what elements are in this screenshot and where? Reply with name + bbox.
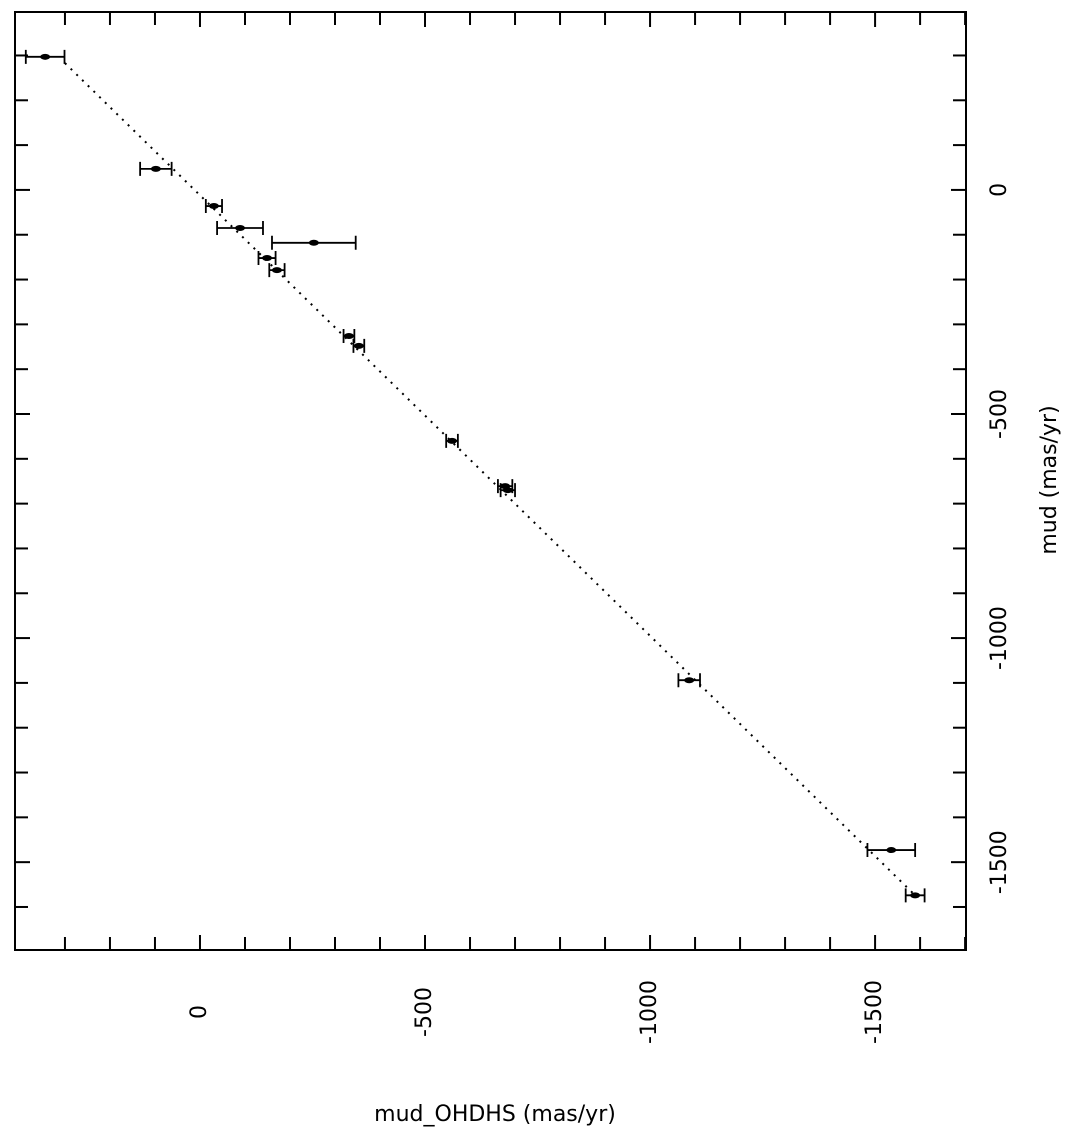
point (40, 53, 51, 60)
point (910, 892, 921, 899)
point (208, 203, 219, 210)
point (353, 342, 364, 349)
point (886, 847, 897, 854)
x-axis-label: mud_OHDHS (mas/yr) (374, 1102, 616, 1127)
point (308, 239, 319, 246)
point (502, 487, 513, 494)
fit-line (64, 62, 916, 897)
x-tick-label: -1000 (637, 980, 662, 1044)
y-tick-label: -1000 (987, 606, 1012, 670)
y-tick-label: -1500 (987, 830, 1012, 894)
point (235, 225, 246, 232)
point (150, 165, 161, 172)
y-tick-label: 0 (987, 183, 1012, 197)
x-tick-label: -500 (412, 987, 437, 1037)
x-tick-label: 0 (187, 1005, 212, 1019)
plot-frame (14, 11, 967, 951)
point (447, 437, 458, 444)
point (262, 255, 273, 262)
point (684, 677, 695, 684)
x-tick-label: -1500 (862, 980, 887, 1044)
y-axis-label: mud (mas/yr) (1037, 405, 1062, 554)
y-tick-label: -500 (987, 389, 1012, 439)
